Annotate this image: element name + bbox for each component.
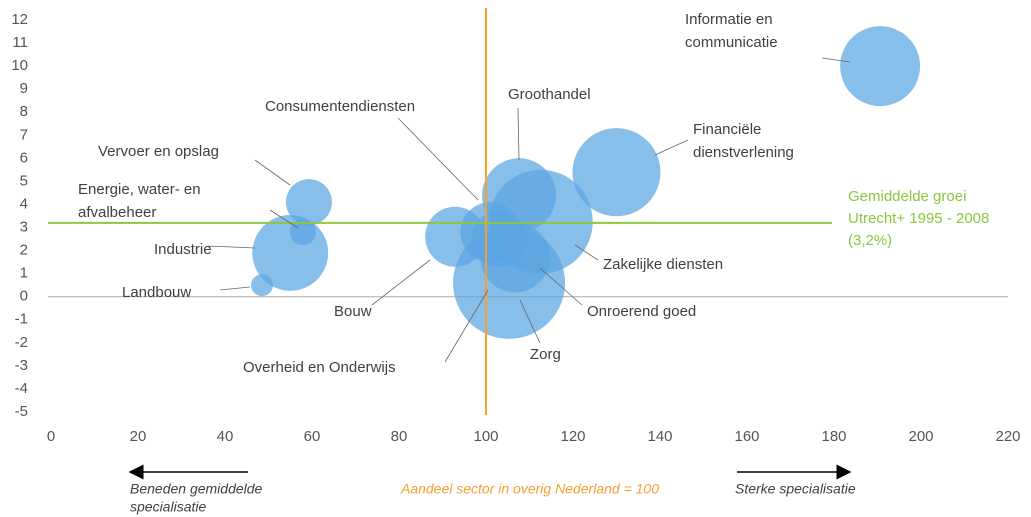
leader-line (207, 245, 256, 249)
bubble-label: Bouw (334, 303, 372, 320)
average-label: Utrecht+ 1995 - 2008 (848, 210, 989, 227)
y-tick-label: -4 (15, 380, 28, 397)
bubble (840, 26, 921, 107)
bubble-label: Landbouw (122, 284, 191, 301)
bubble-label: dienstverlening (693, 144, 794, 161)
y-tick-label: 9 (20, 80, 28, 97)
y-tick-label: 10 (11, 57, 28, 74)
y-tick-label: -5 (15, 403, 28, 420)
average-label: Gemiddelde groei (848, 188, 966, 205)
annotation: Beneden gemiddelde (130, 481, 263, 497)
bubble-label: Vervoer en opslag (98, 143, 219, 160)
y-tick-label: 11 (12, 34, 28, 51)
leader-line (397, 117, 479, 201)
leader-line (821, 57, 851, 63)
bubble-label: Onroerend goed (587, 303, 696, 320)
y-tick-label: 2 (20, 242, 28, 259)
x-tick-label: 200 (908, 428, 933, 445)
leader-line (371, 259, 431, 306)
leader-line (444, 289, 489, 363)
x-tick-label: 140 (647, 428, 672, 445)
leader-line (519, 299, 541, 344)
bubble-label: Industrie (154, 241, 212, 258)
annotation: specialisatie (130, 499, 206, 515)
leader-line (517, 107, 520, 161)
y-tick-label: 6 (20, 149, 28, 166)
average-label: (3,2%) (848, 232, 892, 249)
y-tick-label: -2 (15, 334, 28, 351)
y-tick-label: 7 (20, 126, 28, 143)
y-tick-label: 4 (20, 195, 28, 212)
bubble-label: Zorg (530, 346, 561, 363)
x-tick-label: 20 (130, 428, 147, 445)
x-tick-label: 180 (821, 428, 846, 445)
annotation: Sterke specialisatie (735, 481, 856, 497)
x-axis-label: Aandeel sector in overig Nederland = 100 (400, 481, 659, 497)
bubble-label: Zakelijke diensten (603, 256, 723, 273)
y-tick-label: 1 (20, 265, 28, 282)
leader-line (219, 286, 251, 291)
x-tick-label: 80 (391, 428, 408, 445)
x-tick-label: 100 (473, 428, 498, 445)
y-tick-label: 5 (20, 172, 28, 189)
leader-line (574, 244, 599, 261)
leader-line (539, 267, 583, 306)
bubble-label: communicatie (685, 34, 778, 51)
bubble-label: Financiële (693, 121, 761, 138)
bubble (285, 179, 332, 226)
bubble (251, 274, 273, 297)
x-tick-label: 0 (47, 428, 55, 445)
bubble-label: Groothandel (508, 86, 591, 103)
leader-line (654, 139, 689, 156)
x-tick-label: 40 (217, 428, 234, 445)
leader-line (254, 159, 291, 186)
y-tick-label: -3 (15, 357, 28, 374)
x-tick-label: 220 (995, 428, 1020, 445)
leader-line (269, 209, 299, 229)
bubble (572, 128, 661, 217)
bubble-label: Consumentendiensten (265, 98, 415, 115)
y-tick-label: -1 (15, 311, 28, 328)
bubble-label: Overheid en Onderwijs (243, 359, 396, 376)
bubble-label: Informatie en (685, 11, 773, 28)
x-tick-label: 60 (304, 428, 321, 445)
x-tick-label: 120 (560, 428, 585, 445)
bubble (425, 206, 486, 267)
y-tick-label: 0 (20, 288, 28, 305)
bubble (252, 214, 329, 291)
bubble-label: afvalbeheer (78, 204, 156, 221)
y-tick-label: 8 (20, 103, 28, 120)
bubble (471, 211, 527, 267)
bubble-label: Energie, water- en (78, 181, 201, 198)
x-tick-label: 160 (734, 428, 759, 445)
y-tick-label: 3 (20, 218, 28, 235)
y-tick-label: 12 (11, 11, 28, 28)
